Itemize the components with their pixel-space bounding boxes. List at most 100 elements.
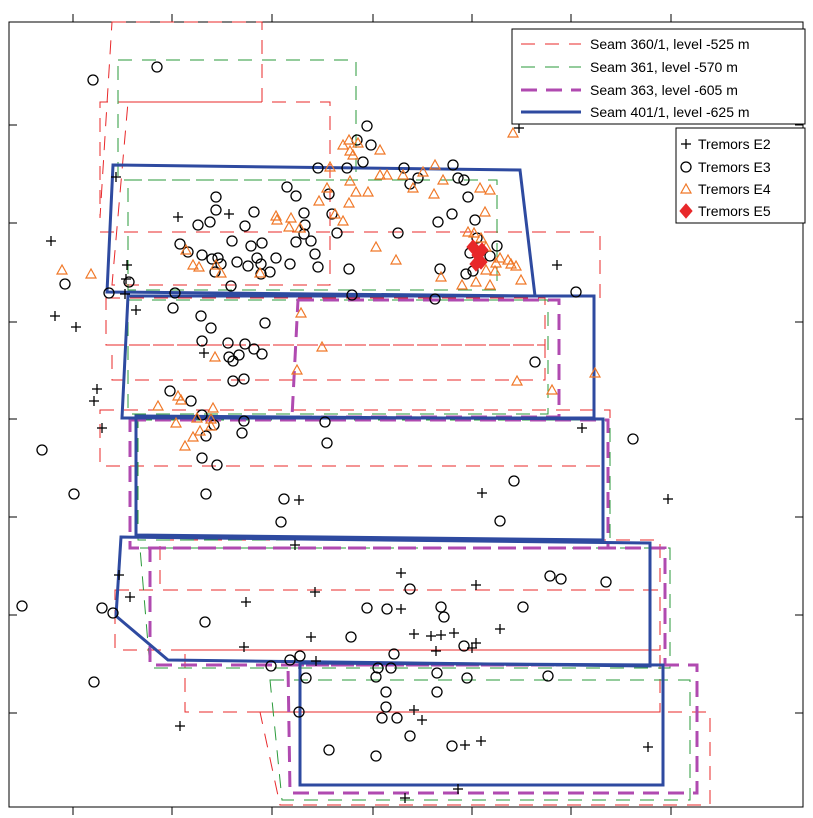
tremor-2-point-52 (312, 194, 326, 206)
tremor-1-point-85 (223, 351, 235, 363)
tremor-1-point-121 (345, 631, 357, 643)
tremor-2-point-71 (545, 383, 559, 395)
tremor-1-point-13 (174, 238, 186, 250)
tremor-1-point-61 (392, 227, 404, 239)
tremor-1-point-10 (123, 276, 135, 288)
tremor-2-point-17 (349, 185, 363, 197)
tremor-1-point-88 (196, 335, 208, 347)
tremor-2-point-26 (406, 181, 420, 193)
tremor-1-point-84 (227, 375, 239, 387)
tremor-2-point-7 (253, 266, 267, 278)
tremor-1-point-97 (236, 427, 248, 439)
seam-1-panel-2 (127, 299, 549, 415)
tremor-2-point-16 (343, 174, 357, 186)
tremor-1-point-47 (323, 188, 335, 200)
legend-seam-label-4: Seam 401/1, level -625 m (590, 104, 750, 120)
tremor-2-point-59 (151, 399, 165, 411)
tremor-1-point-101 (275, 516, 287, 528)
tremor-1-point-32 (245, 240, 257, 252)
tremor-2-point-63 (190, 411, 204, 423)
tremor-1-point-110 (529, 356, 541, 368)
tremor-1-point-122 (361, 602, 373, 614)
tremor-1-point-72 (491, 240, 503, 252)
tremor-0-point-11 (173, 212, 183, 222)
tremor-1-point-80 (239, 338, 251, 350)
tremor-1-point-38 (290, 190, 302, 202)
tremor-0-point-16 (294, 495, 304, 505)
tremor-0-point-26 (409, 629, 419, 639)
tremor-2-point-54 (323, 160, 337, 172)
tremor-1-point-102 (319, 416, 331, 428)
tremor-2-point-29 (436, 173, 450, 185)
seam-1-panel-1 (127, 179, 498, 291)
seam-0-panel-0 (99, 21, 263, 219)
tremor-1-point-31 (270, 252, 282, 264)
tremor-1-point-126 (388, 648, 400, 660)
tremor-1-point-96 (238, 415, 250, 427)
tremor-1-point-27 (251, 252, 263, 264)
tremor-2-point-74 (469, 275, 483, 287)
tremor-0-point-27 (426, 631, 436, 641)
tremor-1-point-127 (381, 603, 393, 615)
tremor-1-point-4 (36, 444, 48, 456)
tremor-1-point-35 (239, 220, 251, 232)
tremor-2-point-41 (479, 263, 493, 275)
tremor-0-point-17 (290, 540, 300, 550)
tremor-2-point-22 (351, 136, 365, 148)
tremor-1-point-46 (284, 258, 296, 270)
tremor-2-point-32 (483, 183, 497, 195)
tremor-1-point-54 (357, 156, 369, 168)
tremor-0-point-0 (46, 236, 56, 246)
tremor-1-point-104 (494, 515, 506, 527)
tremor-1-point-131 (458, 640, 470, 652)
tremor-2-point-8 (269, 209, 283, 221)
tremor-2-point-47 (514, 273, 528, 285)
tremor-1-point-95 (196, 452, 208, 464)
tremor-1-point-55 (361, 120, 373, 132)
tremor-0-point-29 (436, 630, 446, 640)
seam-0-panel-4 (111, 344, 546, 381)
legend-tremor-label-4: Tremors E5 (698, 203, 771, 219)
tremor-0-point-22 (396, 604, 406, 614)
tremor-0-point-41 (577, 423, 587, 433)
tremor-0-point-39 (514, 123, 524, 133)
seam-3-panel-2 (134, 414, 605, 542)
legend-tremor-marker-4 (679, 203, 693, 219)
tremor-1-point-37 (281, 181, 293, 193)
tremor-1-point-124 (370, 671, 382, 683)
tremor-2-point-24 (380, 168, 394, 180)
tremor-1-point-39 (298, 207, 310, 219)
legend-tremors: Tremors E2 Tremors E3 Tremors E4 Tremors… (675, 127, 806, 224)
tremor-2-point-0 (55, 263, 69, 275)
tremor-1-point-60 (412, 172, 424, 184)
tremor-2-point-13 (328, 207, 342, 219)
tremor-2-point-5 (209, 258, 223, 270)
tremor-1-point-113 (542, 670, 554, 682)
legend-tremor-label-3: Tremors E4 (698, 181, 771, 197)
tremor-2-point-49 (389, 253, 403, 265)
tremor-1-point-14 (182, 246, 194, 258)
tremor-1-point-130 (438, 611, 450, 623)
tremor-2-point-67 (204, 412, 218, 424)
tremor-2-point-39 (509, 259, 523, 271)
tremor-1-point-107 (555, 573, 567, 585)
seam-2-panel-3 (286, 663, 699, 795)
tremor-1-point-53 (341, 162, 353, 174)
seam-0-panel-7 (114, 589, 661, 651)
seam-0-panel-1 (111, 101, 331, 286)
legend-seam-label-2: Seam 361, level -570 m (590, 59, 738, 75)
legend-tremor-label-2: Tremors E3 (698, 159, 771, 175)
tremor-1-point-15 (196, 249, 208, 261)
tremor-2-point-37 (493, 251, 507, 263)
tremor-0-point-24 (409, 705, 419, 715)
tremor-2-point-50 (373, 168, 387, 180)
tremor-1-point-45 (312, 261, 324, 273)
tremor-1-point-100 (278, 493, 290, 505)
tremor-1-point-49 (331, 227, 343, 239)
tremor-1-point-116 (284, 654, 296, 666)
seam-0-panel-9 (259, 711, 711, 806)
tremor-2-point-45 (506, 126, 520, 138)
tremor-2-point-1 (84, 267, 98, 279)
legend-seams: Seam 360/1, level -525 m Seam 361, level… (511, 28, 806, 125)
